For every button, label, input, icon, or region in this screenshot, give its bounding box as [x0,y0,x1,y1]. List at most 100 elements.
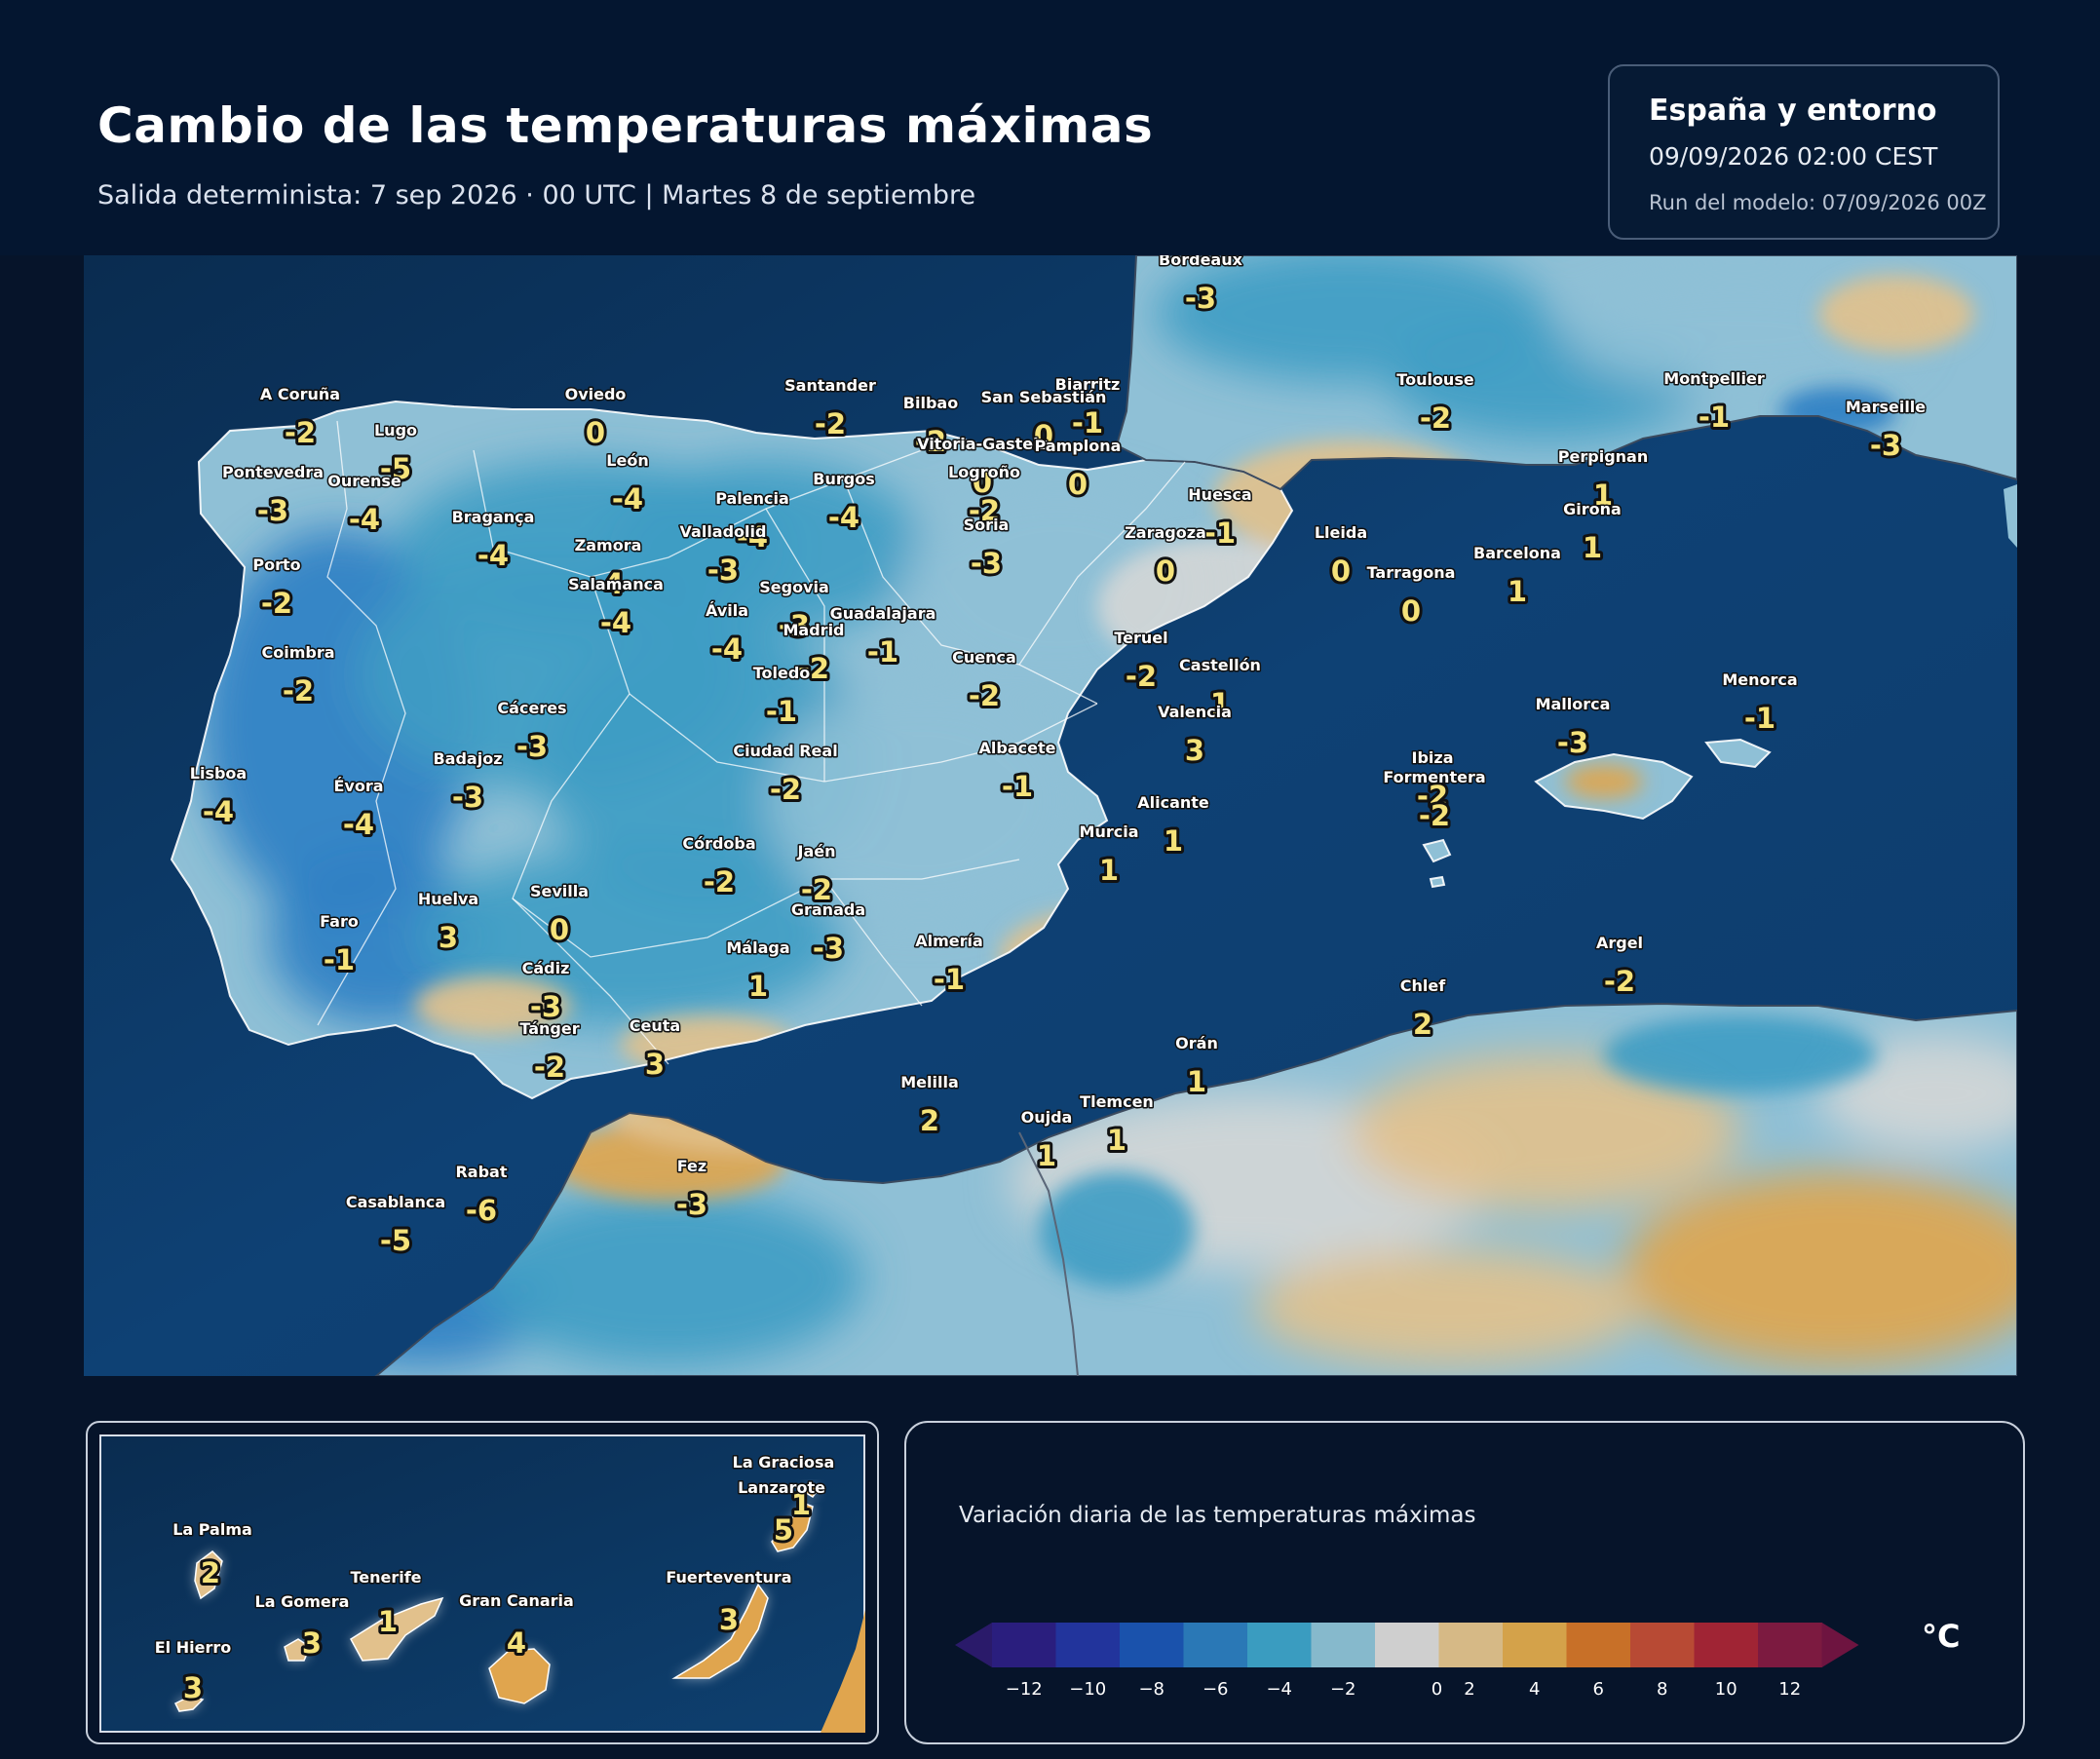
city-marker[interactable]: Ciudad Real -2 [732,741,839,810]
city-marker[interactable]: Zamora -4 [573,535,643,604]
city-marker[interactable]: Teruel -2 [1113,628,1169,697]
city-marker[interactable]: Oujda 1 [1019,1107,1074,1176]
island-marker[interactable]: Fuerteventura 3 [665,1567,793,1640]
city-marker[interactable]: Montpellier -1 [1662,368,1767,438]
city-marker[interactable]: Ávila -4 [704,600,749,669]
city-marker[interactable]: Cáceres -3 [496,698,568,767]
city-marker[interactable]: Chlef 2 [1398,975,1447,1045]
island-marker[interactable]: Lanzarote 5 [737,1477,827,1550]
city-marker[interactable]: Biarritz -1 [1053,374,1122,443]
city-marker[interactable]: Santander -2 [783,375,878,444]
city-marker[interactable]: Vitoria-Gasteiz 0 [916,434,1050,503]
city-marker[interactable]: Zaragoza 0 [1124,522,1208,592]
city-temperature-change: -2 [283,674,314,707]
island-marker[interactable]: Gran Canaria 4 [458,1590,576,1663]
city-marker[interactable]: Casablanca -5 [344,1192,446,1261]
city-marker[interactable]: Coimbra -2 [260,642,336,711]
canary-inset[interactable]: La Graciosa 1 Lanzarote 5 La Palma 2 Fuerteven… [86,1421,879,1744]
city-temperature-change: -1 [324,943,355,976]
city-marker[interactable]: Guadalajara -1 [828,603,937,672]
coastline [1422,838,1452,863]
city-marker[interactable]: Palencia -4 [714,488,791,557]
colorbar-bin [1438,1623,1504,1667]
city-marker[interactable]: Lugo -5 [372,420,418,489]
anomaly-area [1351,1054,1740,1210]
city-marker[interactable]: Ourense -4 [326,471,403,540]
city-marker[interactable]: Faro -1 [319,911,361,980]
city-marker[interactable]: Tánger -2 [518,1018,581,1088]
city-marker[interactable]: Orán 1 [1174,1033,1220,1102]
city-marker[interactable]: Cuenca -2 [951,647,1018,716]
city-marker[interactable]: Cádiz -3 [520,958,571,1027]
city-marker[interactable]: Barcelona 1 [1472,543,1563,612]
city-temperature-change: -4 [477,539,509,572]
island-marker[interactable]: El Hierro 3 [153,1637,232,1708]
city-marker[interactable]: Toledo -1 [751,663,812,732]
city-marker[interactable]: Ceuta 3 [628,1015,681,1085]
island-marker[interactable]: La Graciosa 1 [731,1452,836,1525]
city-marker[interactable]: Málaga 1 [725,937,791,1007]
city-marker[interactable]: Lleida 0 [1313,522,1368,592]
anomaly-area [1565,764,1643,799]
city-marker[interactable]: Lisboa -4 [188,763,248,832]
city-marker[interactable]: Toulouse -2 [1395,369,1476,439]
city-marker[interactable]: León -4 [605,450,650,519]
island-temperature-change: 3 [719,1603,739,1636]
island-marker[interactable]: Tenerife 1 [349,1567,423,1642]
city-marker[interactable]: San Sebastián 0 [979,387,1108,456]
city-marker[interactable]: Madrid -2 [782,620,846,689]
city-name: Lugo [374,421,417,440]
city-marker[interactable]: Tlemcen 1 [1079,1091,1156,1161]
city-marker[interactable]: Murcia 1 [1078,822,1140,891]
city-marker[interactable]: Tarragona 0 [1365,562,1457,631]
city-marker[interactable]: Menorca -1 [1721,669,1799,739]
city-marker[interactable]: Valencia 3 [1157,702,1234,771]
city-marker[interactable]: Segovia -3 [758,577,831,646]
coastline [1704,738,1772,769]
city-marker[interactable]: Bordeaux -3 [1158,255,1245,318]
city-marker[interactable]: Pontevedra -3 [220,462,325,531]
city-marker[interactable]: Fez -3 [673,1156,710,1225]
city-marker[interactable]: Castellón 1 [1178,655,1263,724]
city-marker[interactable]: Albacete -1 [977,738,1057,807]
city-marker[interactable]: Jaén -2 [795,841,837,910]
city-marker[interactable]: Huesca -1 [1187,484,1253,554]
island-marker[interactable]: La Palma 2 [172,1519,254,1593]
city-name: Fez [677,1157,706,1175]
city-marker[interactable]: Argel -2 [1594,933,1644,1002]
city-marker[interactable]: Formentera-2 [1382,767,1487,836]
city-marker[interactable]: Valladolid -3 [678,521,768,591]
city-marker[interactable]: Almería -1 [914,931,985,1000]
city-marker[interactable]: Évora -4 [332,776,385,845]
city-marker[interactable]: Melilla 2 [899,1072,961,1141]
city-marker[interactable]: Burgos -4 [812,469,876,538]
city-marker[interactable]: Córdoba -2 [681,833,757,902]
city-temperature-change: -3 [1185,282,1216,315]
city-marker[interactable]: Mallorca -3 [1534,694,1612,763]
city-marker[interactable]: Oviedo 0 [563,384,628,453]
city-marker[interactable]: Bilbao -2 [901,393,959,462]
city-marker[interactable]: Sevilla 0 [528,881,590,950]
city-name: Zamora [575,536,642,554]
city-marker[interactable]: A Coruña -2 [258,384,341,453]
island-temperature-change: 5 [774,1513,793,1547]
city-marker[interactable]: Salamanca -4 [567,574,666,643]
region-border [1018,461,1186,666]
city-marker[interactable]: Bragança -4 [450,507,536,576]
city-marker[interactable]: Ibiza -2 [1410,747,1455,817]
city-marker[interactable]: Pamplona 0 [1033,436,1123,505]
city-marker[interactable]: Girona 1 [1562,499,1623,568]
city-marker[interactable]: Alicante 1 [1136,792,1211,861]
city-marker[interactable]: Soria -3 [962,515,1011,584]
city-marker[interactable]: Rabat -6 [454,1162,509,1231]
city-marker[interactable]: Marseille -3 [1844,397,1927,466]
island-marker[interactable]: La Gomera 3 [253,1591,351,1663]
main-map[interactable]: Bordeaux -3 A Coruña -2 Oviedo 0 Santander -2 Bi… [84,255,2017,1376]
city-marker[interactable]: Granada -3 [789,899,866,969]
city-marker[interactable]: Logroño -2 [947,462,1022,531]
city-marker[interactable]: Perpignan 1 [1556,446,1649,516]
city-marker[interactable]: Huelva 3 [416,889,479,958]
city-marker[interactable]: Porto -2 [251,554,302,624]
city-marker[interactable]: Badajoz -3 [432,748,504,818]
anomaly-area [610,460,922,635]
